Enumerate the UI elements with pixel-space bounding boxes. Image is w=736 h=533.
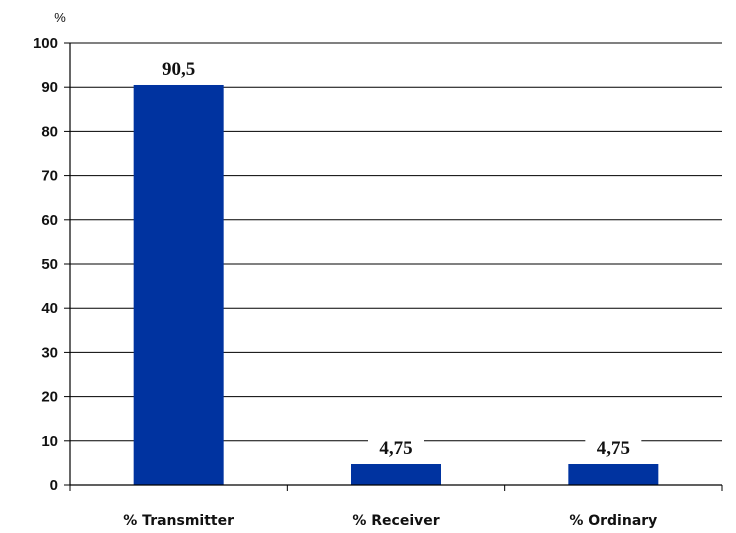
axes [64, 42, 723, 491]
bars [133, 84, 659, 486]
bar [568, 464, 659, 485]
y-tick-label: 40 [41, 300, 58, 317]
x-category-labels: % Transmitter % Receiver % Ordinary [123, 513, 657, 529]
bar [351, 464, 441, 485]
data-label: 4,75 [379, 438, 412, 459]
x-category-label: % Ordinary [569, 513, 657, 529]
data-label-background [368, 437, 424, 460]
y-tick-label: 100 [33, 35, 58, 52]
bar [133, 84, 224, 486]
y-tick-label: 0 [50, 477, 58, 494]
y-tick-label: 50 [41, 256, 58, 273]
y-tick-label: 70 [41, 168, 58, 185]
y-axis-unit-label: % [54, 10, 66, 25]
x-category-label: % Receiver [352, 513, 439, 529]
y-tick-label: 30 [41, 344, 58, 361]
y-tick-label: 60 [41, 212, 58, 229]
data-label-background [585, 437, 642, 460]
y-tick-labels: 0 10 20 30 40 50 60 70 80 90 100 [33, 35, 58, 494]
x-category-label: % Transmitter [123, 513, 234, 529]
data-label: 90,5 [162, 59, 195, 80]
data-label: 4,75 [597, 438, 630, 459]
y-tick-label: 80 [41, 123, 58, 140]
y-tick-label: 20 [41, 389, 58, 406]
y-tick-label: 10 [41, 433, 58, 450]
y-tick-label: 90 [41, 79, 58, 96]
data-labels: 90,5 4,75 4,75 [162, 59, 642, 460]
